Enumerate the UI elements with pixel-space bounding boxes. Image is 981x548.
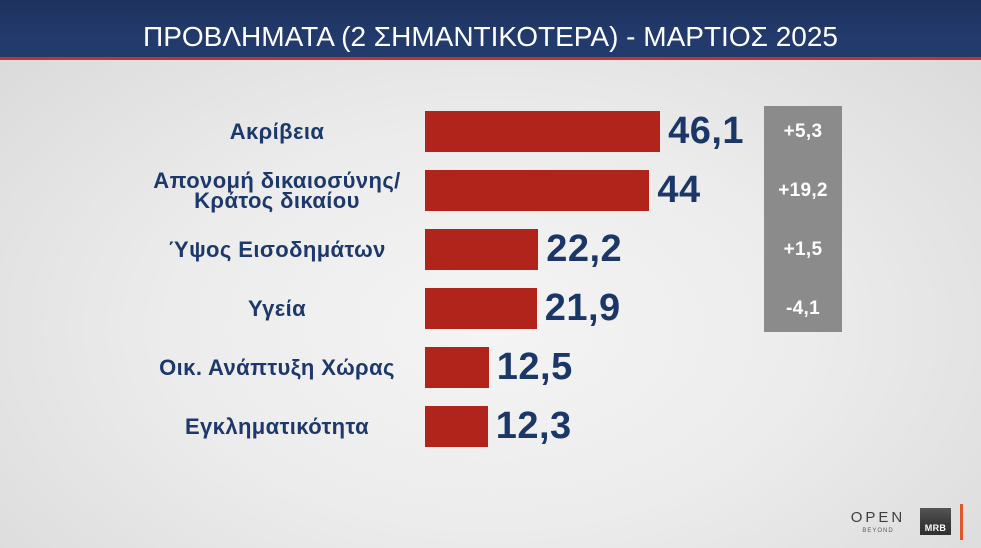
category-label: Ύψος Εισοδημάτων — [168, 236, 386, 262]
logo-divider — [960, 504, 963, 540]
change-label: -4,1 — [786, 297, 820, 319]
value-label: 46,1 — [668, 110, 745, 152]
category-label: Ακρίβεια — [229, 118, 325, 144]
value-label: 12,3 — [495, 405, 572, 447]
bar — [425, 347, 489, 388]
channel-logo: OPEN — [850, 509, 906, 526]
bar — [425, 406, 488, 447]
change-label: +5,3 — [783, 120, 823, 142]
category-label: Απονομή δικαιοσύνης/ Κράτος δικαίου — [153, 167, 401, 213]
change-label: +1,5 — [783, 238, 823, 260]
change-label: +19,2 — [778, 179, 828, 201]
bar — [425, 229, 539, 270]
bar-row: Ύψος Εισοδημάτων 22,2 +1,5 — [0, 228, 981, 270]
bar-row: Υγεία 21,9 -4,1 — [0, 287, 981, 329]
title-accent-stripe — [0, 57, 981, 60]
category-label: Οικ. Ανάπτυξη Χώρας — [159, 354, 395, 380]
bar-row: Απονομή δικαιοσύνης/ Κράτος δικαίου 44 +19… — [0, 167, 981, 213]
bar — [425, 170, 650, 211]
value-label: 21,9 — [544, 287, 621, 329]
bar — [425, 288, 537, 329]
category-label: Υγεία — [247, 295, 307, 321]
category-label: Εγκληματικότητα — [184, 413, 370, 439]
value-label: 12,5 — [496, 346, 573, 388]
title-bar: ΠΡΟΒΛΗΜΑΤΑ (2 ΣΗΜΑΝΤΙΚΟΤΕΡΑ) - ΜΑΡΤΙΟΣ 2… — [0, 0, 981, 57]
pollster-logo: MRB — [920, 508, 951, 535]
value-label: 22,2 — [546, 228, 623, 270]
bar-row: Ακρίβεια 46,1 +5,3 — [0, 110, 981, 152]
chart-title: ΠΡΟΒΛΗΜΑΤΑ (2 ΣΗΜΑΝΤΙΚΟΤΕΡΑ) - ΜΑΡΤΙΟΣ 2… — [142, 21, 838, 52]
channel-logo-tagline: BEYOND — [862, 528, 894, 534]
pollster-logo-text: MRB — [924, 523, 947, 533]
bar-row: Οικ. Ανάπτυξη Χώρας 12,5 — [0, 346, 981, 388]
change-column-panel — [764, 106, 842, 332]
bar — [425, 111, 661, 152]
bar-row: Εγκληματικότητα 12,3 — [0, 405, 981, 447]
value-label: 44 — [657, 169, 701, 211]
